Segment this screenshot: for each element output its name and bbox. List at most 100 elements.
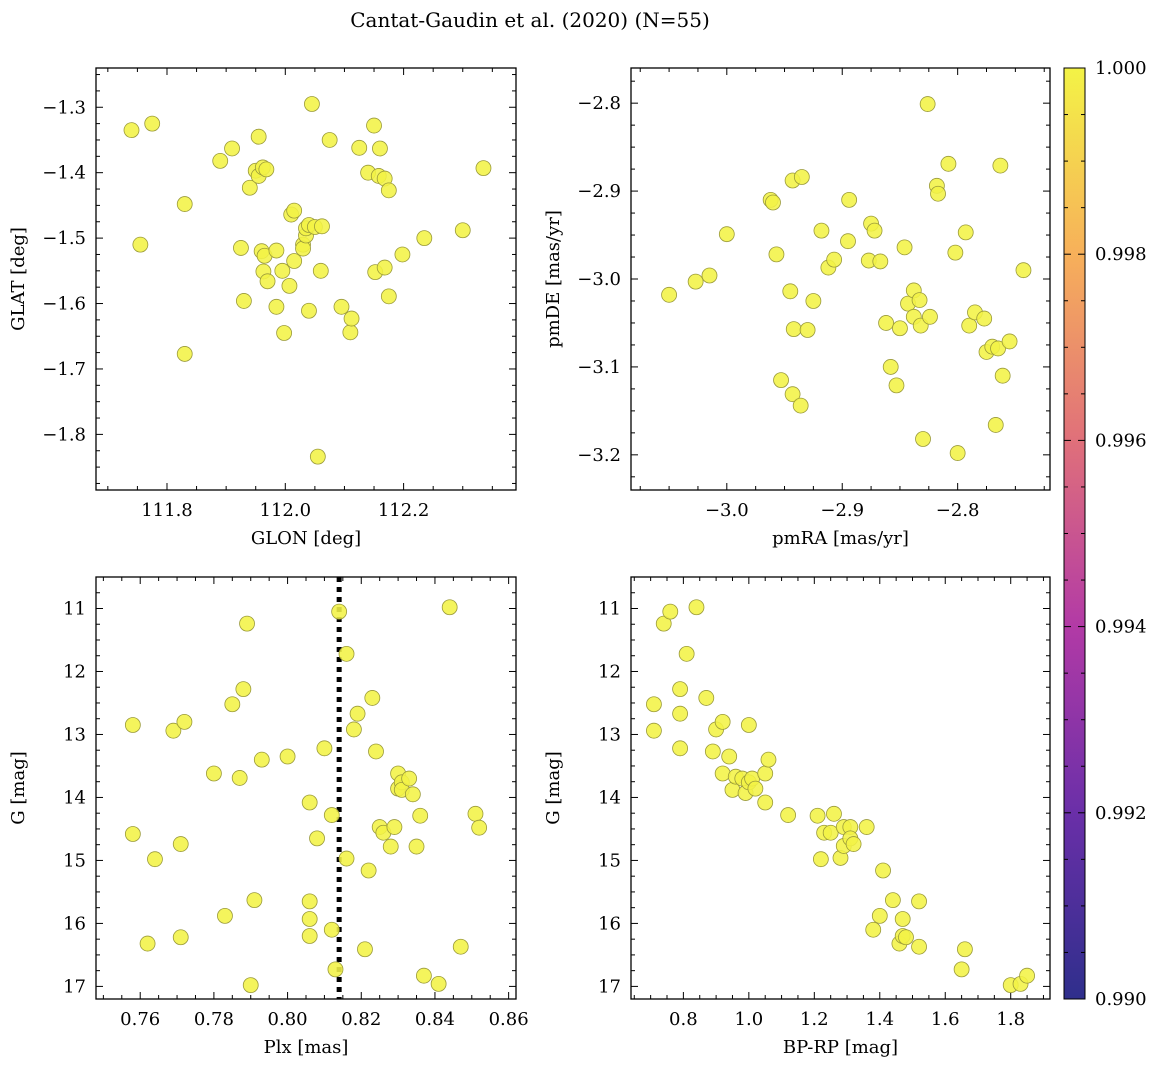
plot-frame <box>630 576 1051 1000</box>
x-tick-label: 0.86 <box>489 1009 529 1030</box>
data-point <box>799 322 816 338</box>
data-point <box>1019 967 1035 984</box>
x-tick-label: 112.2 <box>378 500 430 521</box>
x-tick-label: −2.8 <box>936 500 980 521</box>
data-point <box>757 765 774 782</box>
data-point <box>246 892 263 909</box>
data-point <box>274 262 291 279</box>
data-point <box>721 748 738 765</box>
figure-title: Cantat-Gaudin et al. (2020) (N=55) <box>350 8 710 32</box>
data-point <box>250 128 267 145</box>
data-point <box>316 740 333 757</box>
data-point <box>866 222 883 239</box>
data-point <box>241 179 258 196</box>
data-point <box>139 935 156 952</box>
data-point <box>441 599 458 616</box>
data-point <box>416 230 433 247</box>
y-tick-label: 13 <box>598 724 621 745</box>
data-point <box>235 293 252 309</box>
data-point <box>953 961 970 978</box>
data-point <box>826 805 842 822</box>
data-point <box>279 748 296 765</box>
data-point <box>357 941 373 958</box>
data-point <box>840 233 856 250</box>
y-axis-label: G [mag] <box>8 751 29 824</box>
y-tick-label: −1.8 <box>42 424 86 445</box>
x-tick-label: 0.82 <box>341 1009 381 1030</box>
y-tick-label: 16 <box>598 913 621 934</box>
data-point <box>898 929 914 946</box>
plot-frame <box>95 67 517 491</box>
data-point <box>301 911 318 927</box>
data-point <box>309 830 325 847</box>
data-point <box>812 851 829 868</box>
data-point <box>687 273 704 290</box>
data-point <box>765 194 781 211</box>
data-point <box>301 794 318 811</box>
data-point <box>368 743 384 760</box>
x-tick-label: 0.84 <box>415 1009 455 1030</box>
data-point <box>239 615 255 632</box>
data-point <box>661 286 677 303</box>
data-point <box>780 807 797 823</box>
data-point <box>760 751 777 768</box>
data-point <box>176 196 193 212</box>
data-point <box>845 836 862 852</box>
data-point <box>176 713 193 730</box>
data-point <box>956 941 973 958</box>
x-tick-label: 1.0 <box>735 1009 764 1030</box>
data-point <box>976 310 993 327</box>
data-point <box>124 717 141 733</box>
data-point <box>295 240 311 257</box>
y-tick-label: 14 <box>63 787 86 808</box>
data-point <box>809 807 826 824</box>
y-axis-label: GLAT [deg] <box>8 227 29 331</box>
y-tick-label: −3.0 <box>577 269 621 290</box>
data-point <box>475 160 492 177</box>
data-point <box>646 696 662 713</box>
data-point <box>276 325 293 341</box>
data-point <box>646 722 662 739</box>
data-point <box>957 224 974 241</box>
data-point <box>805 293 822 309</box>
data-point <box>947 244 964 261</box>
data-point <box>235 681 252 698</box>
axis-ticks <box>631 68 1050 490</box>
colorbar: 0.990 0.992 0.994 0.996 0.998 1.000 <box>1063 58 1147 1010</box>
data-point <box>871 907 888 924</box>
data-point <box>454 222 471 239</box>
data-point <box>813 222 830 239</box>
data-point <box>784 386 801 403</box>
data-point <box>678 645 695 662</box>
data-point <box>404 786 421 803</box>
axis-ticks <box>96 576 516 999</box>
data-point <box>858 819 875 835</box>
y-tick-label: −3.2 <box>577 445 621 466</box>
data-point <box>841 191 858 208</box>
data-point <box>301 302 317 319</box>
data-point <box>224 696 241 713</box>
data-point <box>286 202 303 219</box>
data-point <box>471 819 488 836</box>
x-tick-label: 0.76 <box>120 1009 160 1030</box>
data-point <box>782 283 799 300</box>
data-point <box>376 259 393 276</box>
data-point <box>888 377 905 394</box>
data-point <box>878 315 894 331</box>
data-point <box>212 153 229 169</box>
data-point <box>242 977 259 994</box>
data-point <box>773 372 789 389</box>
data-point <box>338 850 355 867</box>
data-point <box>342 324 359 341</box>
data-point <box>205 765 222 782</box>
data-point <box>331 603 348 620</box>
data-point <box>822 824 839 841</box>
y-tick-label: −1.4 <box>42 163 86 184</box>
data-point <box>911 893 927 910</box>
data-points <box>123 96 492 465</box>
data-point <box>882 359 899 375</box>
data-point <box>224 140 240 157</box>
data-point <box>301 928 318 944</box>
data-point <box>894 911 911 927</box>
data-point <box>1001 333 1018 350</box>
